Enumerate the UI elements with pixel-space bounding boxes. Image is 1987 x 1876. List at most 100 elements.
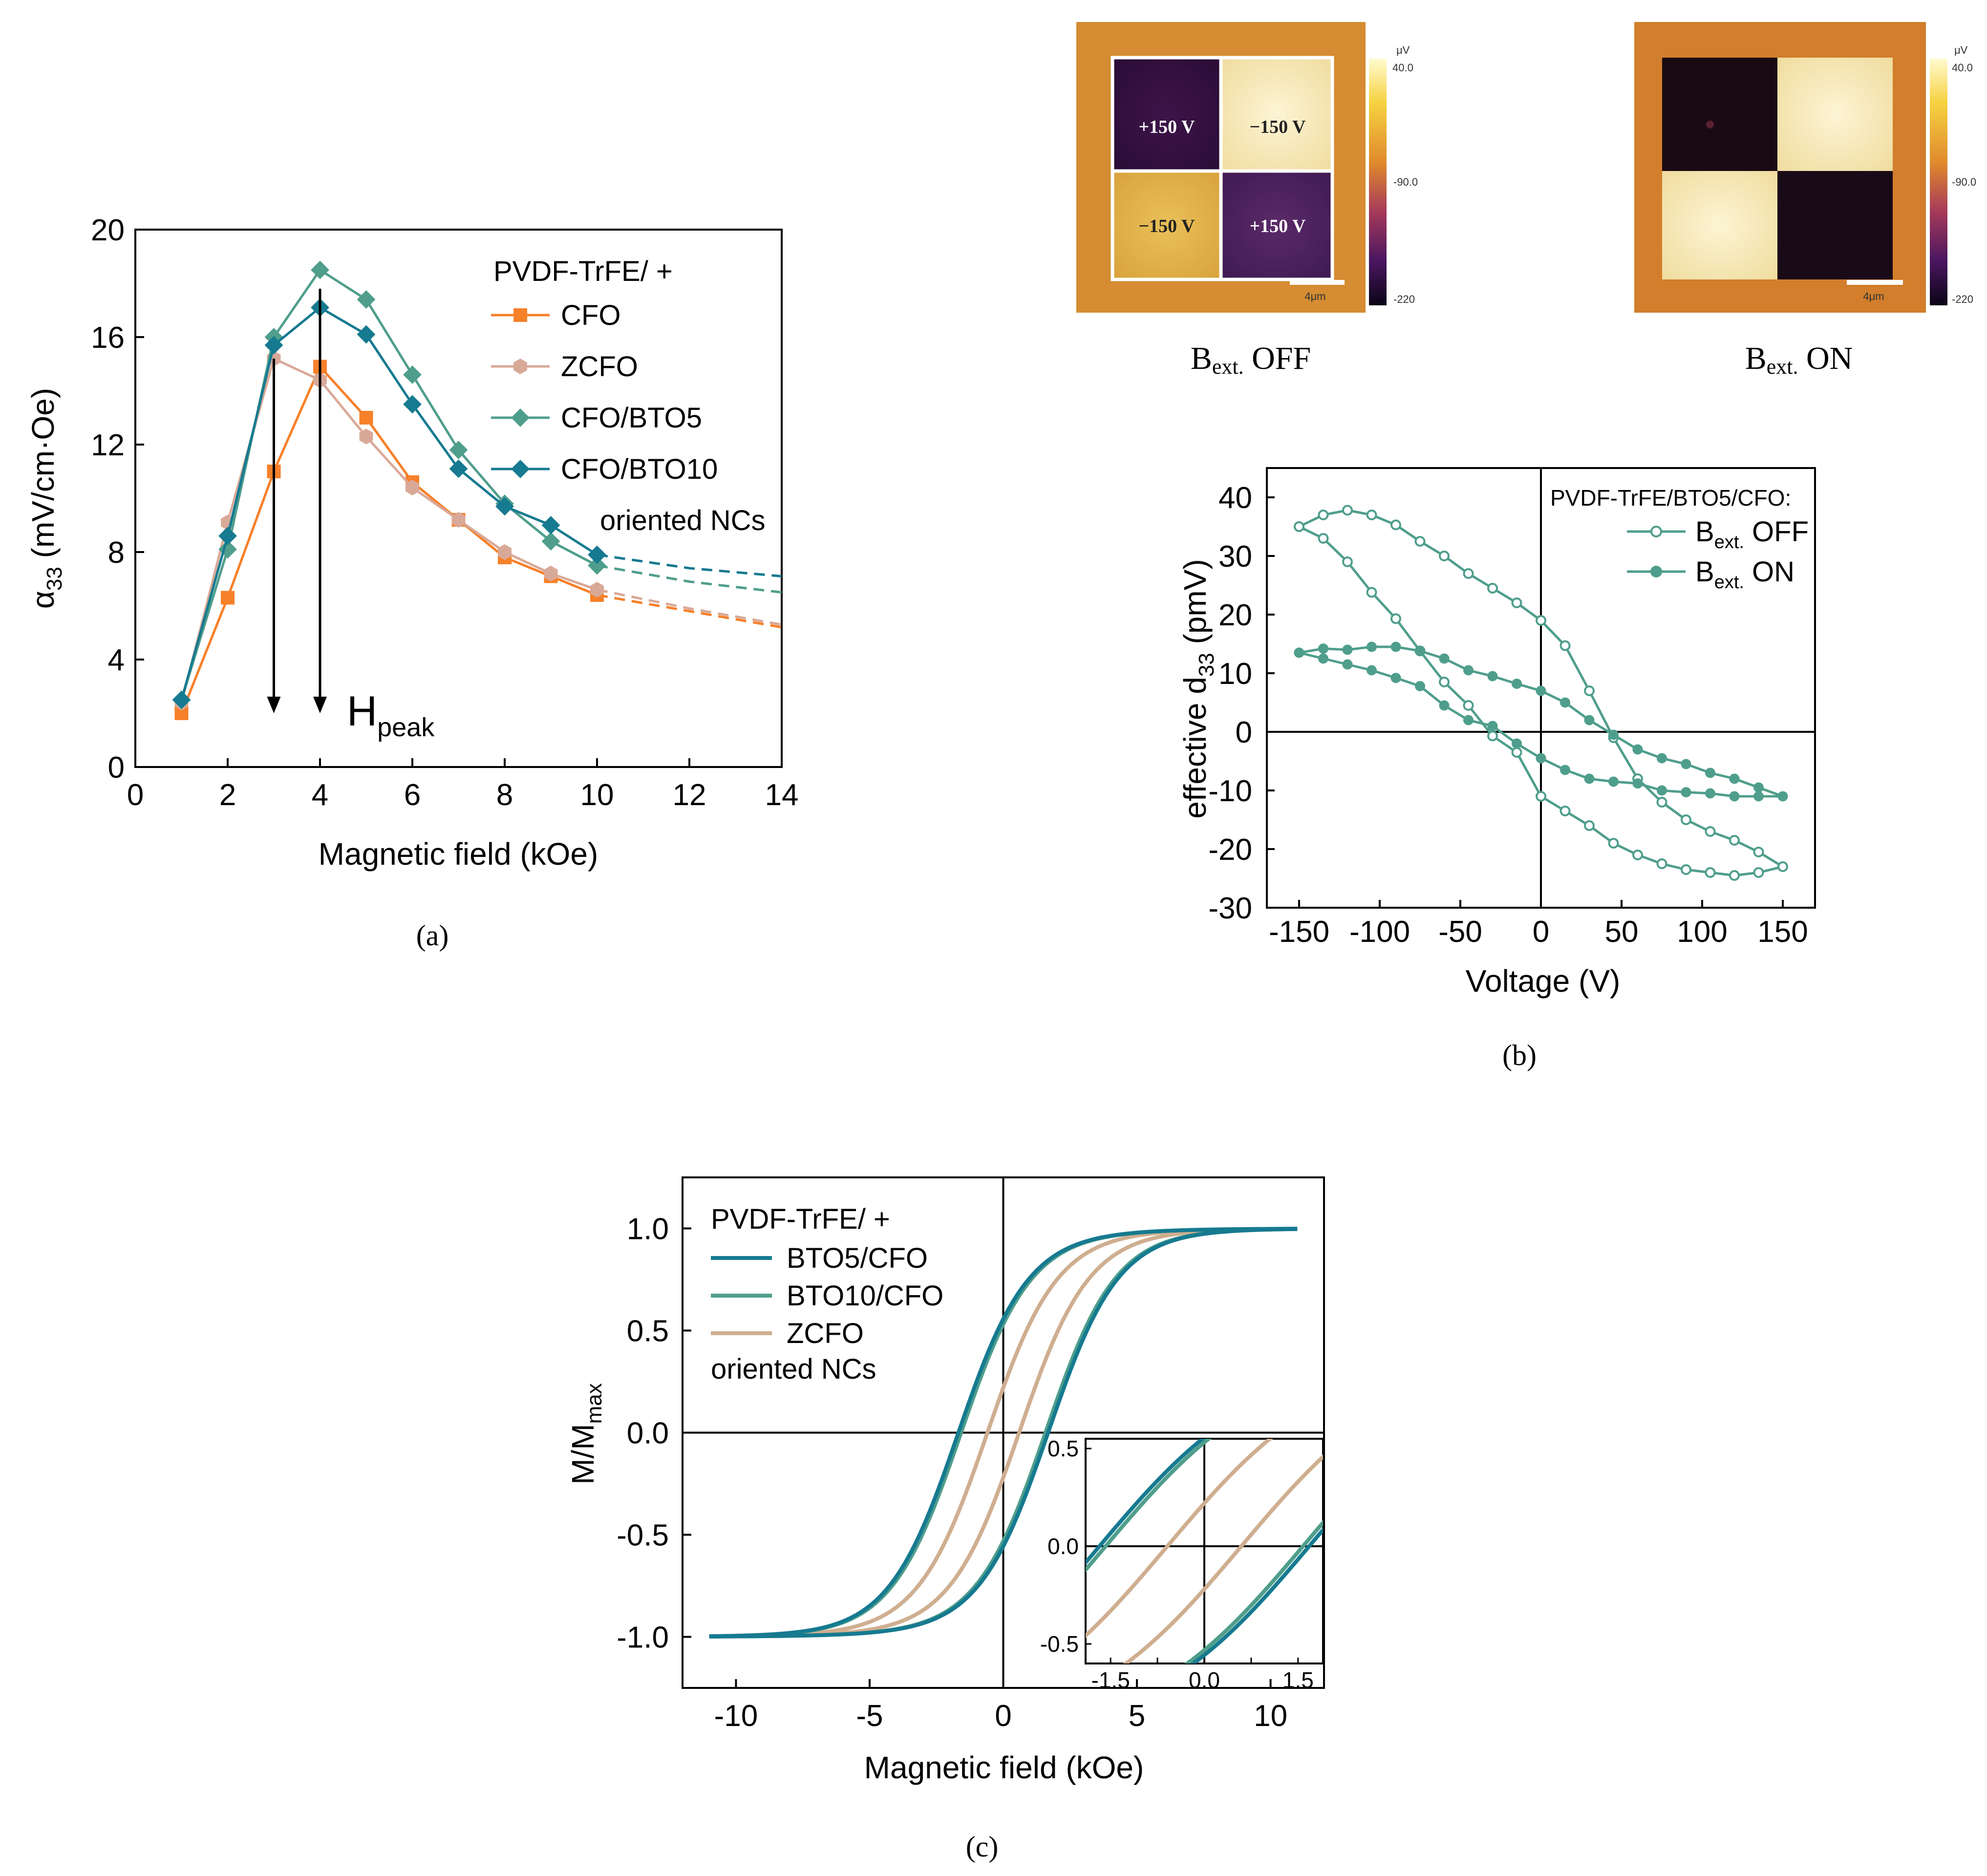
y-tick-label-b: 40 — [1218, 481, 1252, 515]
data-point-Bext. ON — [1342, 659, 1353, 670]
y-tick-label-a: 12 — [91, 428, 125, 462]
data-point-Bext. ON — [1367, 641, 1377, 652]
y-tick-label-b: 30 — [1218, 540, 1252, 574]
data-point-CFO/BTO10 — [218, 527, 237, 545]
data-point-Bext. OFF — [1487, 583, 1498, 594]
x-axis-label-b: Voltage (V) — [1466, 963, 1621, 999]
legend-marker-CFO — [513, 308, 527, 322]
data-point-Bext. ON — [1632, 744, 1643, 755]
data-point-Bext. OFF — [1439, 677, 1450, 687]
data-point-Bext. ON — [1753, 782, 1764, 793]
data-point-Bext. OFF — [1390, 613, 1401, 624]
data-point-CFO/BTO10 — [588, 545, 606, 564]
data-point-Bext. OFF — [1632, 850, 1643, 860]
data-point-Bext. OFF — [1656, 858, 1667, 869]
data-point-Bext. ON — [1342, 644, 1353, 655]
data-point-Bext. OFF — [1705, 826, 1716, 837]
y-tick-label-a: 4 — [108, 643, 125, 677]
legend-label-CFO/BTO5: CFO/BTO5 — [561, 402, 702, 434]
y-tick-label-a: 8 — [108, 536, 125, 570]
data-point-Bext. ON — [1294, 647, 1304, 658]
data-point-Bext. ON — [1512, 738, 1522, 749]
data-point-Bext. ON — [1584, 773, 1595, 784]
y-tick-label-c: 1.0 — [627, 1213, 669, 1246]
map-off-cbar-bot: -220 — [1393, 293, 1415, 305]
legend-marker-off — [1650, 526, 1662, 537]
data-point-Bext. OFF — [1511, 597, 1522, 608]
data-point-Bext. ON — [1753, 791, 1764, 802]
map-off-cbar-mid: -90.0 — [1393, 176, 1418, 188]
data-point-ZCFO — [544, 565, 558, 582]
map-on-scale-label: 4μm — [1863, 290, 1884, 302]
data-point-ZCFO — [359, 428, 373, 445]
data-point-Bext. ON — [1390, 641, 1401, 652]
data-point-ZCFO — [451, 512, 466, 528]
legend-title-a: PVDF-TrFE/ + — [493, 256, 673, 287]
series-line-ZCFO — [180, 357, 598, 703]
data-point-Bext. ON — [1681, 759, 1691, 769]
map-off-square-tr — [1221, 58, 1332, 171]
data-point-Bext. OFF — [1753, 847, 1764, 857]
map-off-label-tl: +150 V — [1139, 117, 1195, 137]
data-point-CFO — [359, 411, 373, 425]
panel-c-inset: -1.5 0.0 1.5 -0.5 0.0 0.5 — [1040, 1436, 1324, 1693]
data-point-CFO/BTO5 — [588, 556, 606, 575]
data-point-Bext. OFF — [1294, 521, 1304, 532]
panel-c-ticks: -10 -5 0 5 10 -1.0 -0.5 0.0 0.5 1.0 — [617, 1177, 1324, 1733]
legend-title-b: PVDF-TrFE/BTO5/CFO: — [1550, 485, 1791, 511]
data-point-Bext. ON — [1777, 791, 1788, 802]
legend-label-on: Bext. ON — [1695, 556, 1795, 593]
data-point-Bext. ON — [1681, 787, 1691, 798]
y-tick-label-c: 0.5 — [627, 1315, 669, 1348]
x-tick-label-b: 0 — [1533, 915, 1549, 949]
legend-label-BTO10/CFO: BTO10/CFO — [787, 1280, 943, 1312]
inset-y-tick-label: -0.5 — [1040, 1631, 1079, 1657]
panel-b-legend: PVDF-TrFE/BTO5/CFO: Bext. OFF Bext. ON — [1550, 485, 1809, 593]
extrapolation-CFO/BTO5 — [597, 564, 782, 594]
caption-b: (b) — [1502, 1039, 1537, 1071]
pfm-map-on: 4μm μV 40.0 -90.0 -220 Bext. ON — [1634, 22, 1981, 379]
map-on-cbar-bot: -220 — [1952, 293, 1973, 305]
x-tick-label-b: -150 — [1269, 915, 1329, 949]
x-tick-label-c: -10 — [714, 1699, 758, 1733]
map-off-scale-label: 4μm — [1304, 290, 1325, 302]
y-tick-label-b: -20 — [1208, 833, 1252, 867]
map-on-cbar-mid: -90.0 — [1952, 176, 1976, 188]
map-on-cbar-unit: μV — [1954, 44, 1968, 56]
series-line-CFO — [180, 364, 598, 714]
data-point-Bext. ON — [1632, 778, 1643, 789]
data-point-CFO/BTO10 — [495, 497, 514, 516]
panel-a-peak-arrows — [267, 289, 327, 713]
inset-x-tick-label: 0.0 — [1189, 1667, 1220, 1693]
x-tick-label-a: 4 — [312, 778, 328, 812]
data-point-Bext. OFF — [1487, 730, 1498, 742]
data-point-CFO — [221, 591, 235, 605]
data-point-Bext. ON — [1536, 753, 1546, 764]
panel-a-frame — [134, 229, 783, 768]
y-tick-label-b: 20 — [1218, 598, 1252, 632]
x-tick-label-c: 0 — [995, 1699, 1011, 1733]
data-point-Bext. ON — [1415, 645, 1425, 656]
y-axis-label-b: effective d33 (pmV) — [1177, 559, 1218, 819]
data-point-Bext. ON — [1657, 753, 1667, 764]
data-point-Bext. ON — [1415, 681, 1425, 691]
y-tick-label-a: 20 — [91, 213, 125, 247]
legend-label-ZCFO: ZCFO — [561, 351, 638, 383]
x-tick-label-c: 5 — [1129, 1699, 1145, 1733]
x-tick-label-b: -50 — [1438, 915, 1482, 949]
y-axis-label-c: M/Mmax — [565, 1383, 606, 1485]
data-point-Bext. ON — [1560, 765, 1570, 775]
data-point-Bext. OFF — [1463, 568, 1474, 579]
data-point-Bext. ON — [1463, 715, 1474, 725]
y-tick-label-c: -1.0 — [617, 1621, 669, 1655]
peak-arrowhead — [313, 697, 327, 713]
data-point-CFO/BTO10 — [403, 395, 422, 414]
data-point-Bext. ON — [1584, 715, 1595, 725]
x-tick-label-a: 14 — [765, 778, 799, 812]
data-point-Bext. ON — [1729, 791, 1740, 802]
map-on-square-tr — [1777, 58, 1893, 171]
data-point-Bext. OFF — [1366, 587, 1377, 598]
data-point-ZCFO — [590, 581, 604, 598]
x-tick-label-a: 10 — [580, 778, 614, 812]
